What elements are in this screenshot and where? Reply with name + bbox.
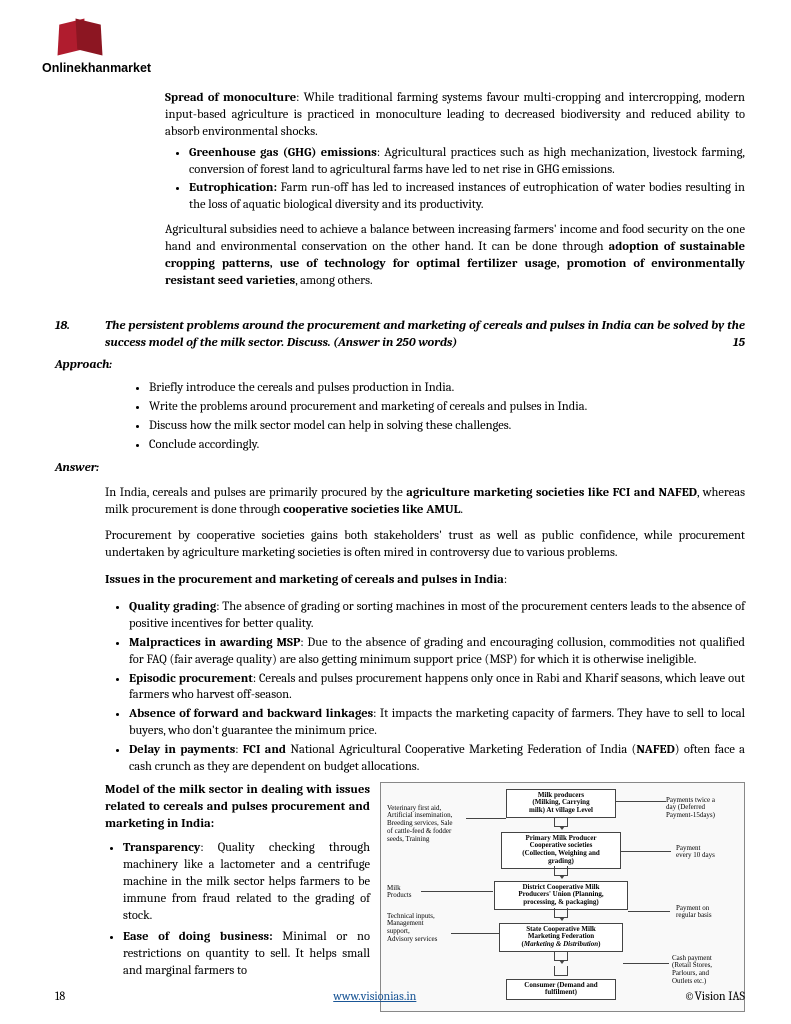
connector-line: [466, 818, 506, 819]
brand-logo: Onlinekhanmarket: [42, 18, 142, 77]
issues-heading: Issues in the procurement and marketing …: [105, 572, 745, 589]
model-item: Ease of doing business: Minimal or no re…: [123, 929, 370, 980]
issue-item: Absence of forward and backward linkages…: [129, 706, 745, 740]
answer-block: In India, cereals and pulses are primari…: [105, 485, 745, 1012]
issue-item: Delay in payments: FCI and National Agri…: [129, 742, 745, 776]
bullet-item: Eutrophication: Farm run-off has led to …: [189, 180, 745, 214]
approach-heading: Approach:: [55, 357, 745, 374]
logo-icon: [57, 18, 105, 56]
approach-item: Conclude accordingly.: [149, 437, 745, 454]
question-marks: 15: [733, 335, 745, 352]
approach-list: Briefly introduce the cereals and pulses…: [125, 380, 745, 454]
flow-label-tech: Technical inputs,Managementsupport,Advis…: [387, 913, 457, 944]
arrow-down-icon: [554, 908, 568, 918]
arrow-down-icon: [554, 951, 568, 961]
page-number: 18: [55, 988, 65, 1004]
arrow-down-icon: [554, 966, 568, 976]
flow-box-producers: Milk producers(Milking, Carryingmilk) At…: [506, 789, 616, 818]
connector-line: [616, 801, 666, 802]
connector-line: [451, 933, 499, 934]
approach-item: Write the problems around procurement an…: [149, 399, 745, 416]
question-text: The persistent problems around the procu…: [105, 318, 745, 352]
arrow-down-icon: [554, 817, 568, 827]
issues-list: Quality grading: The absence of grading …: [105, 599, 745, 776]
page-content: Spread of monoculture: While traditional…: [55, 90, 745, 1012]
page-footer: 18 www.visionias.in ©Vision IAS: [55, 988, 745, 1004]
flow-label-pay3: Payment onregular basis: [676, 905, 738, 920]
connector-line: [621, 851, 671, 852]
flow-box-primary: Primary Milk ProducerCooperative societi…: [501, 832, 621, 869]
flow-label-pay2: Paymentevery 10 days: [676, 845, 738, 860]
flow-label-vet: Veterinary first aid,Artificial insemina…: [387, 805, 467, 843]
footer-copyright: ©Vision IAS: [684, 988, 745, 1004]
conclusion-para: Agricultural subsidies need to achieve a…: [165, 222, 745, 290]
answer-heading: Answer:: [55, 460, 745, 477]
connector-line: [628, 911, 670, 912]
flow-box-state: State Cooperative MilkMarketing Federati…: [499, 923, 623, 952]
brand-name: Onlinekhanmarket: [42, 60, 142, 77]
two-column-section: Model of the milk sector in dealing with…: [105, 782, 745, 1012]
connector-line: [623, 963, 669, 964]
model-item: Transparency: Quality checking through m…: [123, 840, 370, 924]
flow-label-pay1: Payments twice aday (DeferredPayment-15d…: [666, 797, 738, 820]
flow-box-district: District Cooperative MilkProducers' Unio…: [494, 881, 628, 910]
bullet-title: Spread of monoculture: [165, 91, 296, 105]
issue-item: Episodic procurement: Cereals and pulses…: [129, 671, 745, 705]
answer-para: In India, cereals and pulses are primari…: [105, 485, 745, 519]
bullet-item: Greenhouse gas (GHG) emissions: Agricult…: [189, 145, 745, 179]
flowchart-diagram: Milk producers(Milking, Carryingmilk) At…: [380, 782, 745, 1012]
issue-item: Malpractices in awarding MSP: Due to the…: [129, 635, 745, 669]
flow-label-pay4: Cash payment(Retail Stores,Parlours, and…: [672, 955, 738, 986]
flow-label-milk: MilkProducts: [387, 885, 437, 900]
arrow-down-icon: [554, 866, 568, 876]
question-number: 18.: [55, 318, 105, 352]
connector-line: [421, 891, 493, 892]
approach-item: Briefly introduce the cereals and pulses…: [149, 380, 745, 397]
question-block: 18. The persistent problems around the p…: [55, 318, 745, 1012]
footer-url: www.visionias.in: [333, 988, 416, 1004]
answer-para: Procurement by cooperative societies gai…: [105, 528, 745, 562]
model-text-column: Model of the milk sector in dealing with…: [105, 782, 370, 1012]
issue-item: Quality grading: The absence of grading …: [129, 599, 745, 633]
intro-section: Spread of monoculture: While traditional…: [165, 90, 745, 290]
approach-item: Discuss how the milk sector model can he…: [149, 418, 745, 435]
